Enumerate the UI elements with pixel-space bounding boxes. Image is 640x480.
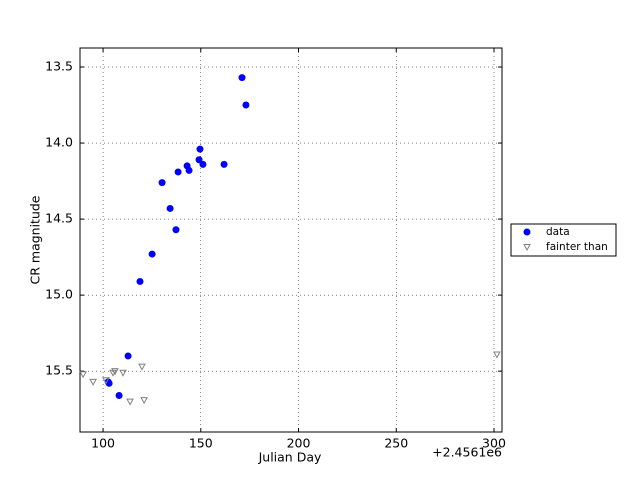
y-tick-label: 15.5	[45, 363, 73, 378]
triangle-marker	[493, 351, 501, 359]
circle-marker	[148, 250, 156, 258]
legend-label: data	[546, 226, 570, 238]
triangle-marker	[79, 371, 87, 379]
triangle-marker	[119, 369, 127, 377]
triangle-marker	[140, 397, 148, 405]
x-tick-label: 150	[189, 436, 213, 451]
legend-marker	[523, 244, 531, 252]
circle-marker	[242, 101, 250, 109]
circle-marker	[158, 179, 166, 187]
circle-marker	[166, 204, 174, 212]
y-tick-label: 15.0	[45, 287, 73, 302]
x-tick-label: 250	[384, 436, 408, 451]
circle-marker	[195, 156, 203, 164]
circle-marker	[185, 166, 193, 174]
circle-marker	[172, 226, 180, 234]
legend: data fainter than	[510, 223, 617, 257]
x-tick-label: 100	[91, 436, 115, 451]
triangle-marker	[89, 378, 97, 386]
y-tick-label: 14.5	[45, 211, 73, 226]
circle-marker	[124, 352, 132, 360]
circle-marker	[136, 277, 144, 285]
circle-marker	[220, 160, 228, 168]
x-tick-label: 200	[287, 436, 311, 451]
plot-frame	[79, 47, 503, 433]
triangle-marker	[138, 363, 146, 371]
x-tick-label: 300	[482, 436, 506, 451]
triangle-marker	[111, 368, 119, 376]
x-axis-label: Julian Day	[258, 450, 322, 465]
circle-marker	[238, 74, 246, 82]
y-tick-label: 14.0	[45, 135, 73, 150]
x-offset-label: +2.4561e6	[432, 445, 502, 460]
circle-marker	[115, 392, 123, 400]
triangle-marker	[102, 377, 110, 385]
circle-marker	[174, 168, 182, 176]
y-tick-label: 13.5	[45, 59, 73, 74]
legend-marker	[523, 228, 531, 236]
circle-marker	[199, 160, 207, 168]
triangle-marker	[126, 398, 134, 406]
legend-label: fainter than	[546, 241, 608, 253]
y-axis-label: CR magnitude	[28, 195, 43, 284]
circle-marker	[196, 145, 204, 153]
